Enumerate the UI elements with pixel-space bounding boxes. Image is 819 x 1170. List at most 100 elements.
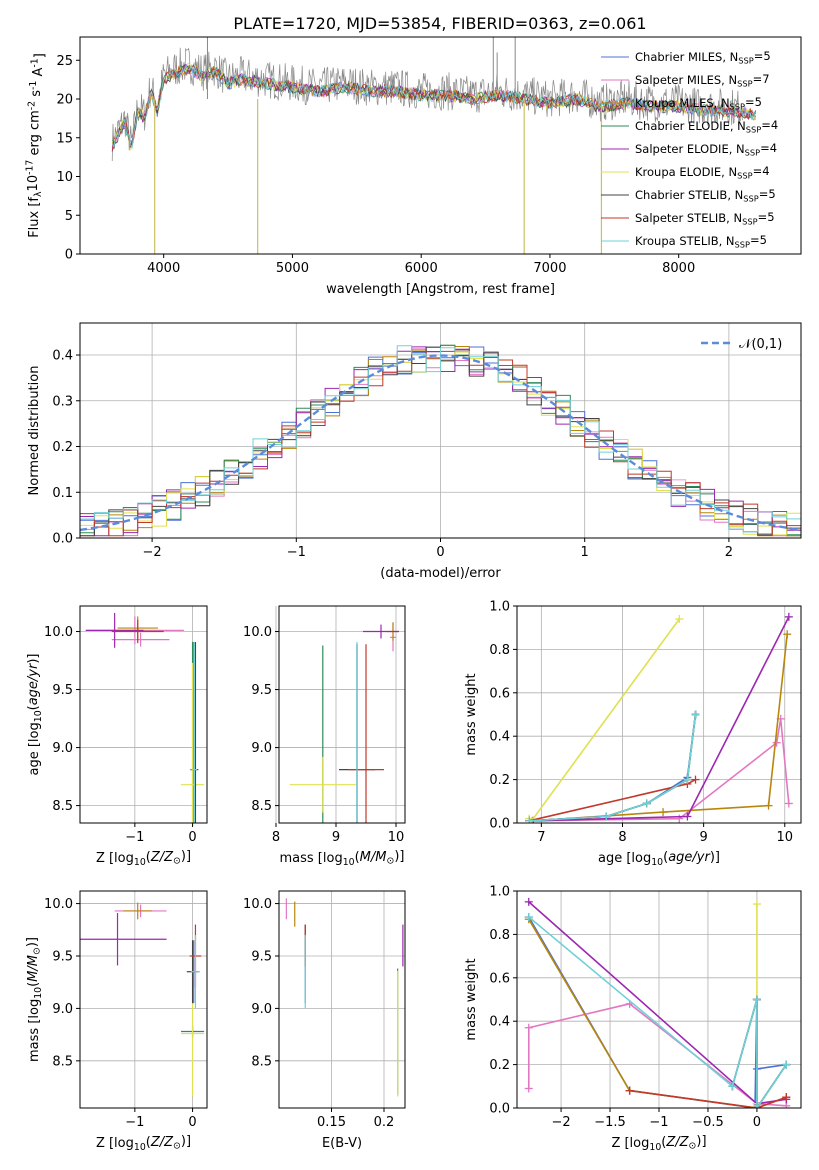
y-tick-label: 0.2 xyxy=(52,440,73,455)
y-tick-label: 9.0 xyxy=(52,741,73,756)
weight-line-7 xyxy=(629,1089,787,1108)
y-axis-label: mass weight xyxy=(464,673,479,755)
weight-marker xyxy=(782,1060,791,1069)
x-axis-label: age [log10​(age/yr)] xyxy=(598,850,720,868)
x-tick-label: 7 xyxy=(537,830,545,845)
legend-label: Salpeter MILES, NSSP​=7 xyxy=(635,72,770,88)
x-axis-label: Z [log10​(Z/Z⊙​)] xyxy=(96,849,191,868)
weight-line-8 xyxy=(529,714,697,822)
y-tick-label: 9.0 xyxy=(251,741,272,756)
panel-mass_vs_z: −1 0 8.5 9.0 9.5 10.0 Z [log10​(Z/Z⊙​)] mass [l… xyxy=(25,890,208,1153)
x-axis-label: Z [log10​(Z/Z⊙​)] xyxy=(96,1134,191,1153)
errorbar-point xyxy=(191,641,198,823)
legend-label: Chabrier ELODIE, NSSP​=4 xyxy=(635,118,778,134)
panel-weight_vs_age: 7 8 9 10 0.0 0.2 0.4 0.6 0.8 1.0 age [log10​(age/y… xyxy=(464,600,802,868)
x-tick-label: 8 xyxy=(272,830,280,845)
weight-marker xyxy=(525,816,534,823)
y-tick-label: 10.0 xyxy=(44,897,73,912)
weight-line-2 xyxy=(528,918,787,1108)
weight-marker xyxy=(784,612,793,621)
axes-frame xyxy=(516,605,802,824)
plot-area xyxy=(524,897,791,1108)
weight-line-1 xyxy=(528,1002,788,1107)
errorbar-point xyxy=(85,612,144,648)
weight-marker xyxy=(675,615,684,624)
residual-histogram-8 xyxy=(80,345,801,533)
weight-marker xyxy=(752,1104,761,1108)
y-tick-label: 0.0 xyxy=(489,1102,510,1117)
plot-area xyxy=(85,612,205,823)
x-tick-label: 8000 xyxy=(662,261,695,276)
x-tick-label: 6000 xyxy=(405,261,438,276)
y-tick-label: 9.0 xyxy=(52,1002,73,1017)
weight-marker xyxy=(752,900,761,909)
x-axis-label: E(B-V) xyxy=(322,1136,362,1151)
y-tick-label: 0.6 xyxy=(489,686,510,701)
legend-label: Kroupa STELIB, NSSP​=5 xyxy=(635,233,767,249)
weight-marker xyxy=(659,808,668,817)
x-tick-label: −1.5 xyxy=(594,1115,626,1130)
x-tick-label: −1 xyxy=(649,1115,668,1130)
axes-frame xyxy=(79,322,802,539)
axes-frame xyxy=(278,605,406,824)
y-tick-label: 0.2 xyxy=(489,1058,510,1073)
y-tick-label: 15 xyxy=(56,131,73,146)
x-tick-label: 9 xyxy=(332,830,340,845)
weight-marker xyxy=(783,630,792,639)
figure-title: PLATE=1720, MJD=53854, FIBERID=0363, z=0… xyxy=(233,14,646,33)
x-axis-label: wavelength [Angstrom, rest frame] xyxy=(326,282,555,297)
weight-line-0 xyxy=(528,916,787,1108)
weight-marker xyxy=(524,913,533,922)
y-tick-label: 0.0 xyxy=(52,532,73,547)
plot-area xyxy=(289,622,399,823)
y-tick-label: 10.0 xyxy=(44,625,73,640)
y-tick-label: 10 xyxy=(56,170,73,185)
weight-marker xyxy=(784,799,793,808)
y-tick-label: 0.1 xyxy=(52,486,73,501)
legend: Chabrier MILES, NSSP​=5 Salpeter MILES, N… xyxy=(601,49,778,249)
x-tick-label: −1 xyxy=(125,1115,144,1130)
model-spectrum-7 xyxy=(111,64,757,152)
y-tick-label: 0.4 xyxy=(489,730,510,745)
y-tick-label: 1.0 xyxy=(489,600,510,615)
x-tick-label: 10 xyxy=(388,830,405,845)
y-tick-label: 0.3 xyxy=(52,394,73,409)
errorbar-point xyxy=(363,624,399,639)
weight-line-3 xyxy=(529,714,697,822)
x-tick-label: 8 xyxy=(618,830,626,845)
weight-line-1 xyxy=(533,718,790,822)
x-tick-label: −1 xyxy=(125,830,144,845)
legend-label: Salpeter STELIB, NSSP​=5 xyxy=(635,210,775,226)
weight-marker xyxy=(764,801,773,810)
weight-marker xyxy=(642,799,651,808)
y-tick-label: 9.5 xyxy=(52,683,73,698)
y-tick-label: 8.5 xyxy=(52,799,73,814)
model-spectrum-8 xyxy=(111,63,757,150)
weight-line-4 xyxy=(528,901,787,1105)
legend-label: Kroupa MILES, NSSP​=5 xyxy=(635,95,762,111)
x-axis-label: (data-model)/error xyxy=(380,566,501,581)
weight-marker xyxy=(772,738,781,747)
legend-label: Salpeter ELODIE, NSSP​=4 xyxy=(635,141,777,157)
x-tick-label: 0 xyxy=(188,830,196,845)
panel-weight_vs_z: −2 −1.5 −1 −0.5 0 0.0 0.2 0.4 0.6 0.8 1.0 Z [log10​… xyxy=(464,885,802,1153)
axes-frame xyxy=(79,605,208,824)
x-tick-label: 7000 xyxy=(533,261,566,276)
y-tick-label: 9.5 xyxy=(52,949,73,964)
panel-spectrum: 4000 5000 6000 7000 8000 0 5 10 15 20 25 wavelength… xyxy=(25,36,802,297)
y-tick-label: 9.5 xyxy=(251,949,272,964)
errorbar-point xyxy=(190,935,201,1009)
y-tick-label: 0.8 xyxy=(489,928,510,943)
plot-area xyxy=(111,37,757,254)
x-tick-label: 10 xyxy=(776,830,793,845)
errorbar-point xyxy=(289,756,356,813)
axes-frame xyxy=(516,890,802,1109)
plot-area xyxy=(285,898,404,1097)
y-tick-label: 1.0 xyxy=(489,885,510,900)
y-tick-label: 8.5 xyxy=(251,1054,272,1069)
legend-gauss-label: 𝒩(0,1) xyxy=(739,337,782,352)
x-axis-label: Z [log10​(Z/Z⊙​)] xyxy=(611,1134,706,1153)
x-tick-label: 0 xyxy=(436,545,444,560)
y-axis-label: Flux [fλ​10-17​ erg cm-2​ s-1​ A-1​] xyxy=(25,53,48,238)
legend-label: Kroupa ELODIE, NSSP​=4 xyxy=(635,164,770,180)
